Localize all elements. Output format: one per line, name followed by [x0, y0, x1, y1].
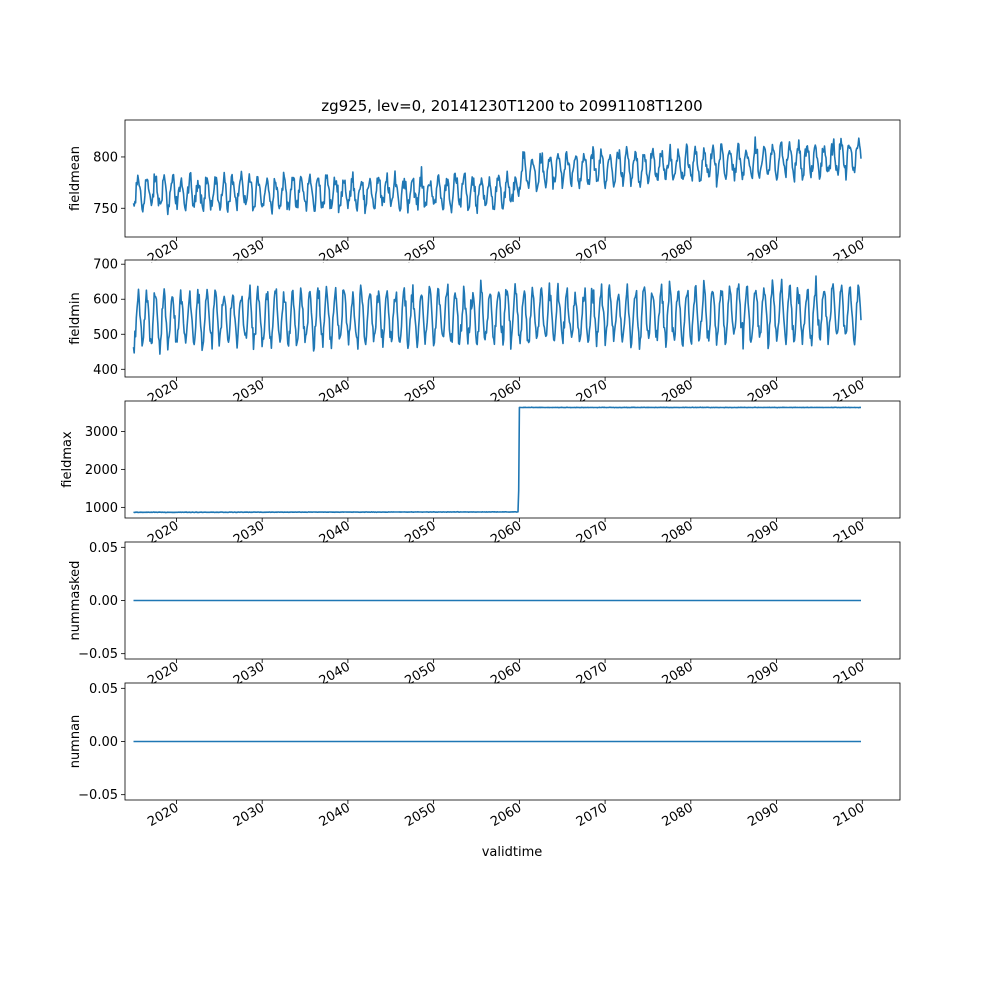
- x-tick-label-fieldmean-0: 2020: [145, 237, 181, 267]
- panel-edge-cover-2: [125, 401, 900, 404]
- x-tick-label-fieldmean-7: 2090: [745, 237, 781, 267]
- y-tick-label-numnan-0: −0.05: [78, 788, 118, 803]
- panel-edge-cover-3: [125, 542, 900, 545]
- y-tick-label-fieldmin-1: 500: [93, 328, 118, 343]
- panel-edge-cover-4: [125, 683, 900, 686]
- x-tick-label-fieldmean-6: 2080: [660, 237, 696, 267]
- x-tick-label-numnan-2: 2040: [317, 800, 353, 830]
- x-tick-label-numnan-6: 2080: [660, 800, 696, 830]
- x-tick-label-numnan-7: 2090: [745, 800, 781, 830]
- series-line-fieldmean: [132, 136, 862, 216]
- x-axis-label: validtime: [482, 845, 543, 860]
- axes-frame-fieldmean: [124, 119, 901, 238]
- y-tick-label-fieldmin-0: 400: [93, 363, 118, 378]
- y-axis-label-nummasked: nummasked: [68, 561, 83, 641]
- series-line-fieldmin: [132, 275, 862, 355]
- y-tick-label-nummasked-2: 0.05: [89, 541, 118, 556]
- x-tick-label-numnan-4: 2060: [488, 800, 524, 830]
- y-tick-label-numnan-1: 0.00: [89, 735, 118, 750]
- y-tick-label-fieldmin-3: 700: [93, 258, 118, 273]
- chart-title: zg925, lev=0, 20141230T1200 to 20991108T…: [321, 97, 702, 115]
- panel-numnan: −0.05 0.00 0.05 numnan 2020 2030 2040 2050 2060 2…: [68, 682, 901, 830]
- x-tick-label-numnan-3: 2050: [402, 800, 438, 830]
- axes-frame-fieldmin: [124, 259, 901, 378]
- x-tick-label-fieldmean-5: 2070: [574, 237, 610, 267]
- y-tick-label-nummasked-1: 0.00: [89, 594, 118, 609]
- x-tick-label-fieldmean-8: 2100: [831, 237, 867, 267]
- panel-fieldmean: 750 800 fieldmean 2020 2030 2040 2050 2060 2070 2…: [68, 119, 901, 267]
- panels: 750 800 fieldmean 2020 2030 2040 2050 2060 2070 2…: [60, 119, 901, 830]
- y-axis-label-numnan: numnan: [68, 715, 83, 769]
- y-tick-label-fieldmax-1: 2000: [85, 463, 118, 478]
- x-tick-label-numnan-0: 2020: [145, 800, 181, 830]
- panel-edge-cover-1: [125, 260, 900, 263]
- axes-frame-fieldmax: [124, 400, 901, 519]
- y-axis-label-fieldmean: fieldmean: [68, 146, 83, 211]
- y-axis-label-fieldmax: fieldmax: [60, 431, 75, 488]
- x-tick-label-fieldmean-2: 2040: [317, 237, 353, 267]
- y-tick-label-fieldmean-0: 750: [93, 202, 118, 217]
- y-axis-label-fieldmin: fieldmin: [68, 292, 83, 345]
- x-tick-label-fieldmean-1: 2030: [231, 237, 267, 267]
- series-line-fieldmax: [133, 406, 862, 514]
- y-tick-label-nummasked-0: −0.05: [78, 647, 118, 662]
- y-tick-label-fieldmax-0: 1000: [85, 501, 118, 516]
- y-tick-label-fieldmin-2: 600: [93, 293, 118, 308]
- x-tick-label-numnan-5: 2070: [574, 800, 610, 830]
- x-tick-label-fieldmean-3: 2050: [402, 237, 438, 267]
- x-tick-label-fieldmean-4: 2060: [488, 237, 524, 267]
- y-tick-label-fieldmax-2: 3000: [85, 425, 118, 440]
- x-tick-label-numnan-8: 2100: [831, 800, 867, 830]
- x-tick-label-numnan-1: 2030: [231, 800, 267, 830]
- y-tick-label-fieldmean-1: 800: [93, 150, 118, 165]
- y-tick-label-numnan-2: 0.05: [89, 682, 118, 697]
